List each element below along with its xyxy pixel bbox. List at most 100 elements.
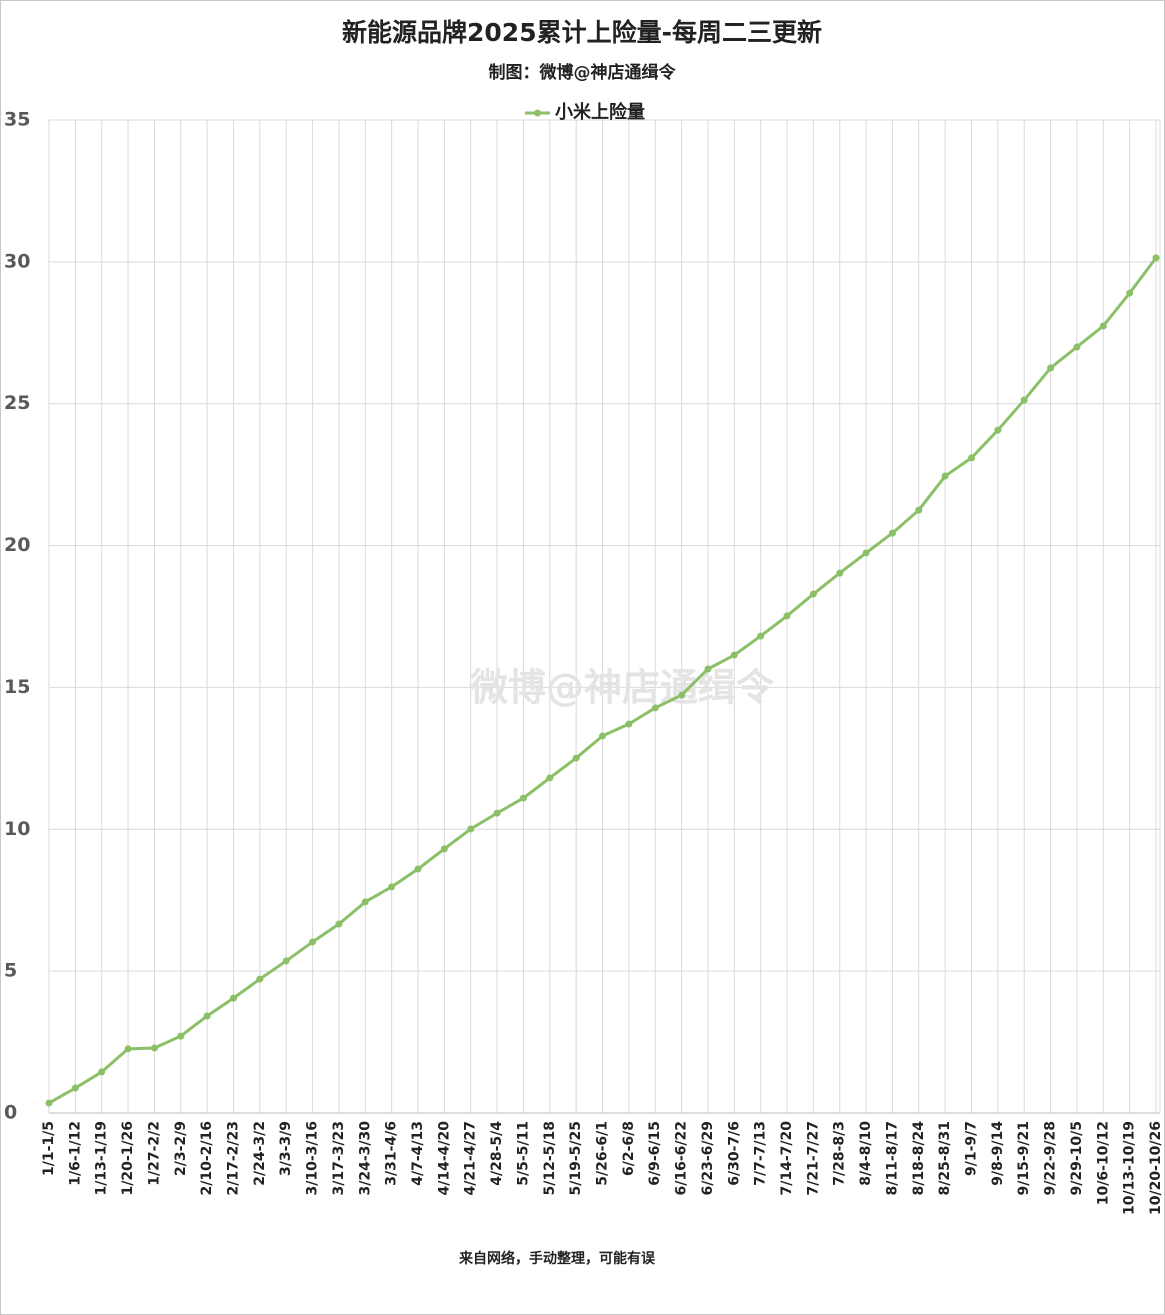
data-point xyxy=(730,651,738,659)
x-tick-label: 4/28-5/4 xyxy=(489,1121,505,1186)
x-tick-label: 9/1-9/7 xyxy=(964,1121,980,1176)
data-point xyxy=(888,529,896,537)
x-tick-label: 3/10-3/16 xyxy=(305,1121,321,1195)
data-point xyxy=(493,809,501,817)
data-point xyxy=(862,549,870,557)
x-tick-label: 6/9-6/15 xyxy=(647,1121,663,1186)
x-tick-label: 8/25-8/31 xyxy=(937,1121,953,1195)
x-tick-label: 4/7-4/13 xyxy=(410,1121,426,1186)
x-tick-label: 5/5-5/11 xyxy=(515,1121,531,1186)
data-point xyxy=(388,883,396,891)
data-point xyxy=(1047,364,1055,372)
data-point xyxy=(783,612,791,620)
x-tick-label: 5/19-5/25 xyxy=(568,1121,584,1195)
y-tick-label: 20 xyxy=(4,534,30,556)
data-point xyxy=(45,1099,53,1107)
x-tick-label: 6/16-6/22 xyxy=(674,1121,690,1195)
data-point xyxy=(968,454,975,462)
data-point xyxy=(625,720,633,728)
y-tick-label: 0 xyxy=(4,1102,17,1124)
x-tick-label: 1/20-1/26 xyxy=(120,1121,136,1195)
x-tick-label: 5/12-5/18 xyxy=(542,1121,558,1195)
data-point xyxy=(757,632,765,640)
x-tick-label: 4/21-4/27 xyxy=(463,1121,479,1195)
data-point xyxy=(256,975,264,983)
x-tick-label: 2/3-2/9 xyxy=(173,1121,189,1176)
x-tick-label: 7/21-7/27 xyxy=(805,1121,821,1195)
data-point xyxy=(98,1068,106,1076)
y-tick-label: 30 xyxy=(4,250,30,272)
data-point xyxy=(414,865,422,873)
data-point xyxy=(467,825,475,833)
footnote: 来自网络，手动整理，可能有误 xyxy=(458,1250,656,1267)
x-tick-label: 1/6-1/12 xyxy=(67,1121,83,1186)
data-point xyxy=(1152,254,1160,262)
data-point xyxy=(335,920,343,928)
data-point xyxy=(1099,322,1107,330)
x-tick-label: 5/26-6/1 xyxy=(595,1121,611,1186)
x-tick-label: 7/28-8/3 xyxy=(832,1121,848,1186)
y-tick-label: 10 xyxy=(4,818,30,840)
y-tick-label: 25 xyxy=(4,392,30,414)
data-point xyxy=(546,774,554,782)
x-tick-label: 9/15-9/21 xyxy=(1016,1121,1032,1195)
data-point xyxy=(599,732,606,740)
data-point xyxy=(651,704,659,712)
x-tick-label: 6/23-6/29 xyxy=(700,1121,716,1195)
data-point xyxy=(1073,343,1081,351)
x-tick-label: 8/11-8/17 xyxy=(884,1121,900,1195)
data-point xyxy=(994,426,1002,434)
legend-marker xyxy=(534,109,541,117)
data-point xyxy=(836,569,844,577)
data-point xyxy=(440,845,448,853)
data-point xyxy=(124,1045,132,1053)
x-tick-label: 10/20-10/26 xyxy=(1148,1121,1164,1215)
x-tick-label: 2/17-2/23 xyxy=(226,1121,242,1195)
x-tick-label: 9/29-10/5 xyxy=(1069,1121,1085,1195)
x-tick-label: 1/1-1/5 xyxy=(41,1121,57,1176)
x-tick-label: 10/13-10/19 xyxy=(1122,1121,1138,1215)
data-point xyxy=(572,754,580,762)
data-point xyxy=(177,1032,185,1040)
data-point xyxy=(361,898,369,906)
data-point xyxy=(1126,289,1134,297)
y-tick-label: 5 xyxy=(4,960,17,982)
x-tick-label: 3/24-3/30 xyxy=(357,1121,373,1196)
data-point xyxy=(1020,396,1028,404)
x-tick-label: 3/17-3/23 xyxy=(331,1121,347,1195)
data-point xyxy=(941,472,949,480)
x-tick-label: 8/18-8/24 xyxy=(911,1121,927,1196)
data-point xyxy=(809,590,817,598)
x-tick-label: 3/31-4/6 xyxy=(384,1121,400,1186)
x-tick-label: 2/24-3/2 xyxy=(252,1121,268,1186)
chart-title: 新能源品牌2025累计上险量-每周二三更新 xyxy=(342,18,822,47)
x-tick-label: 9/8-9/14 xyxy=(990,1121,1006,1186)
x-tick-label: 2/10-2/16 xyxy=(199,1121,215,1195)
x-tick-label: 1/13-1/19 xyxy=(94,1121,110,1195)
x-tick-label: 1/27-2/2 xyxy=(146,1121,162,1186)
x-tick-label: 8/4-8/10 xyxy=(858,1121,874,1186)
x-tick-label: 10/6-10/12 xyxy=(1095,1121,1111,1205)
chart-subtitle: 制图：微博@神店通缉令 xyxy=(489,62,677,83)
data-point xyxy=(230,994,237,1002)
data-point xyxy=(678,691,686,699)
y-tick-label: 35 xyxy=(4,109,30,131)
x-tick-label: 7/14-7/20 xyxy=(779,1121,795,1196)
data-point xyxy=(915,506,923,514)
grid xyxy=(48,119,1161,1114)
data-point xyxy=(704,665,712,673)
x-tick-label: 4/14-4/20 xyxy=(436,1121,452,1196)
x-tick-label: 6/2-6/8 xyxy=(621,1121,637,1176)
y-tick-label: 15 xyxy=(4,676,30,698)
x-tick-label: 9/22-9/28 xyxy=(1043,1121,1059,1195)
data-point xyxy=(203,1012,211,1020)
data-point xyxy=(282,957,290,965)
x-tick-label: 7/7-7/13 xyxy=(753,1121,769,1186)
x-tick-label: 3/3-3/9 xyxy=(278,1121,294,1176)
legend-label: 小米上险量 xyxy=(555,101,645,123)
watermark: 微博@神店通缉令 xyxy=(469,666,775,710)
data-point xyxy=(71,1084,79,1092)
data-point xyxy=(309,938,317,946)
